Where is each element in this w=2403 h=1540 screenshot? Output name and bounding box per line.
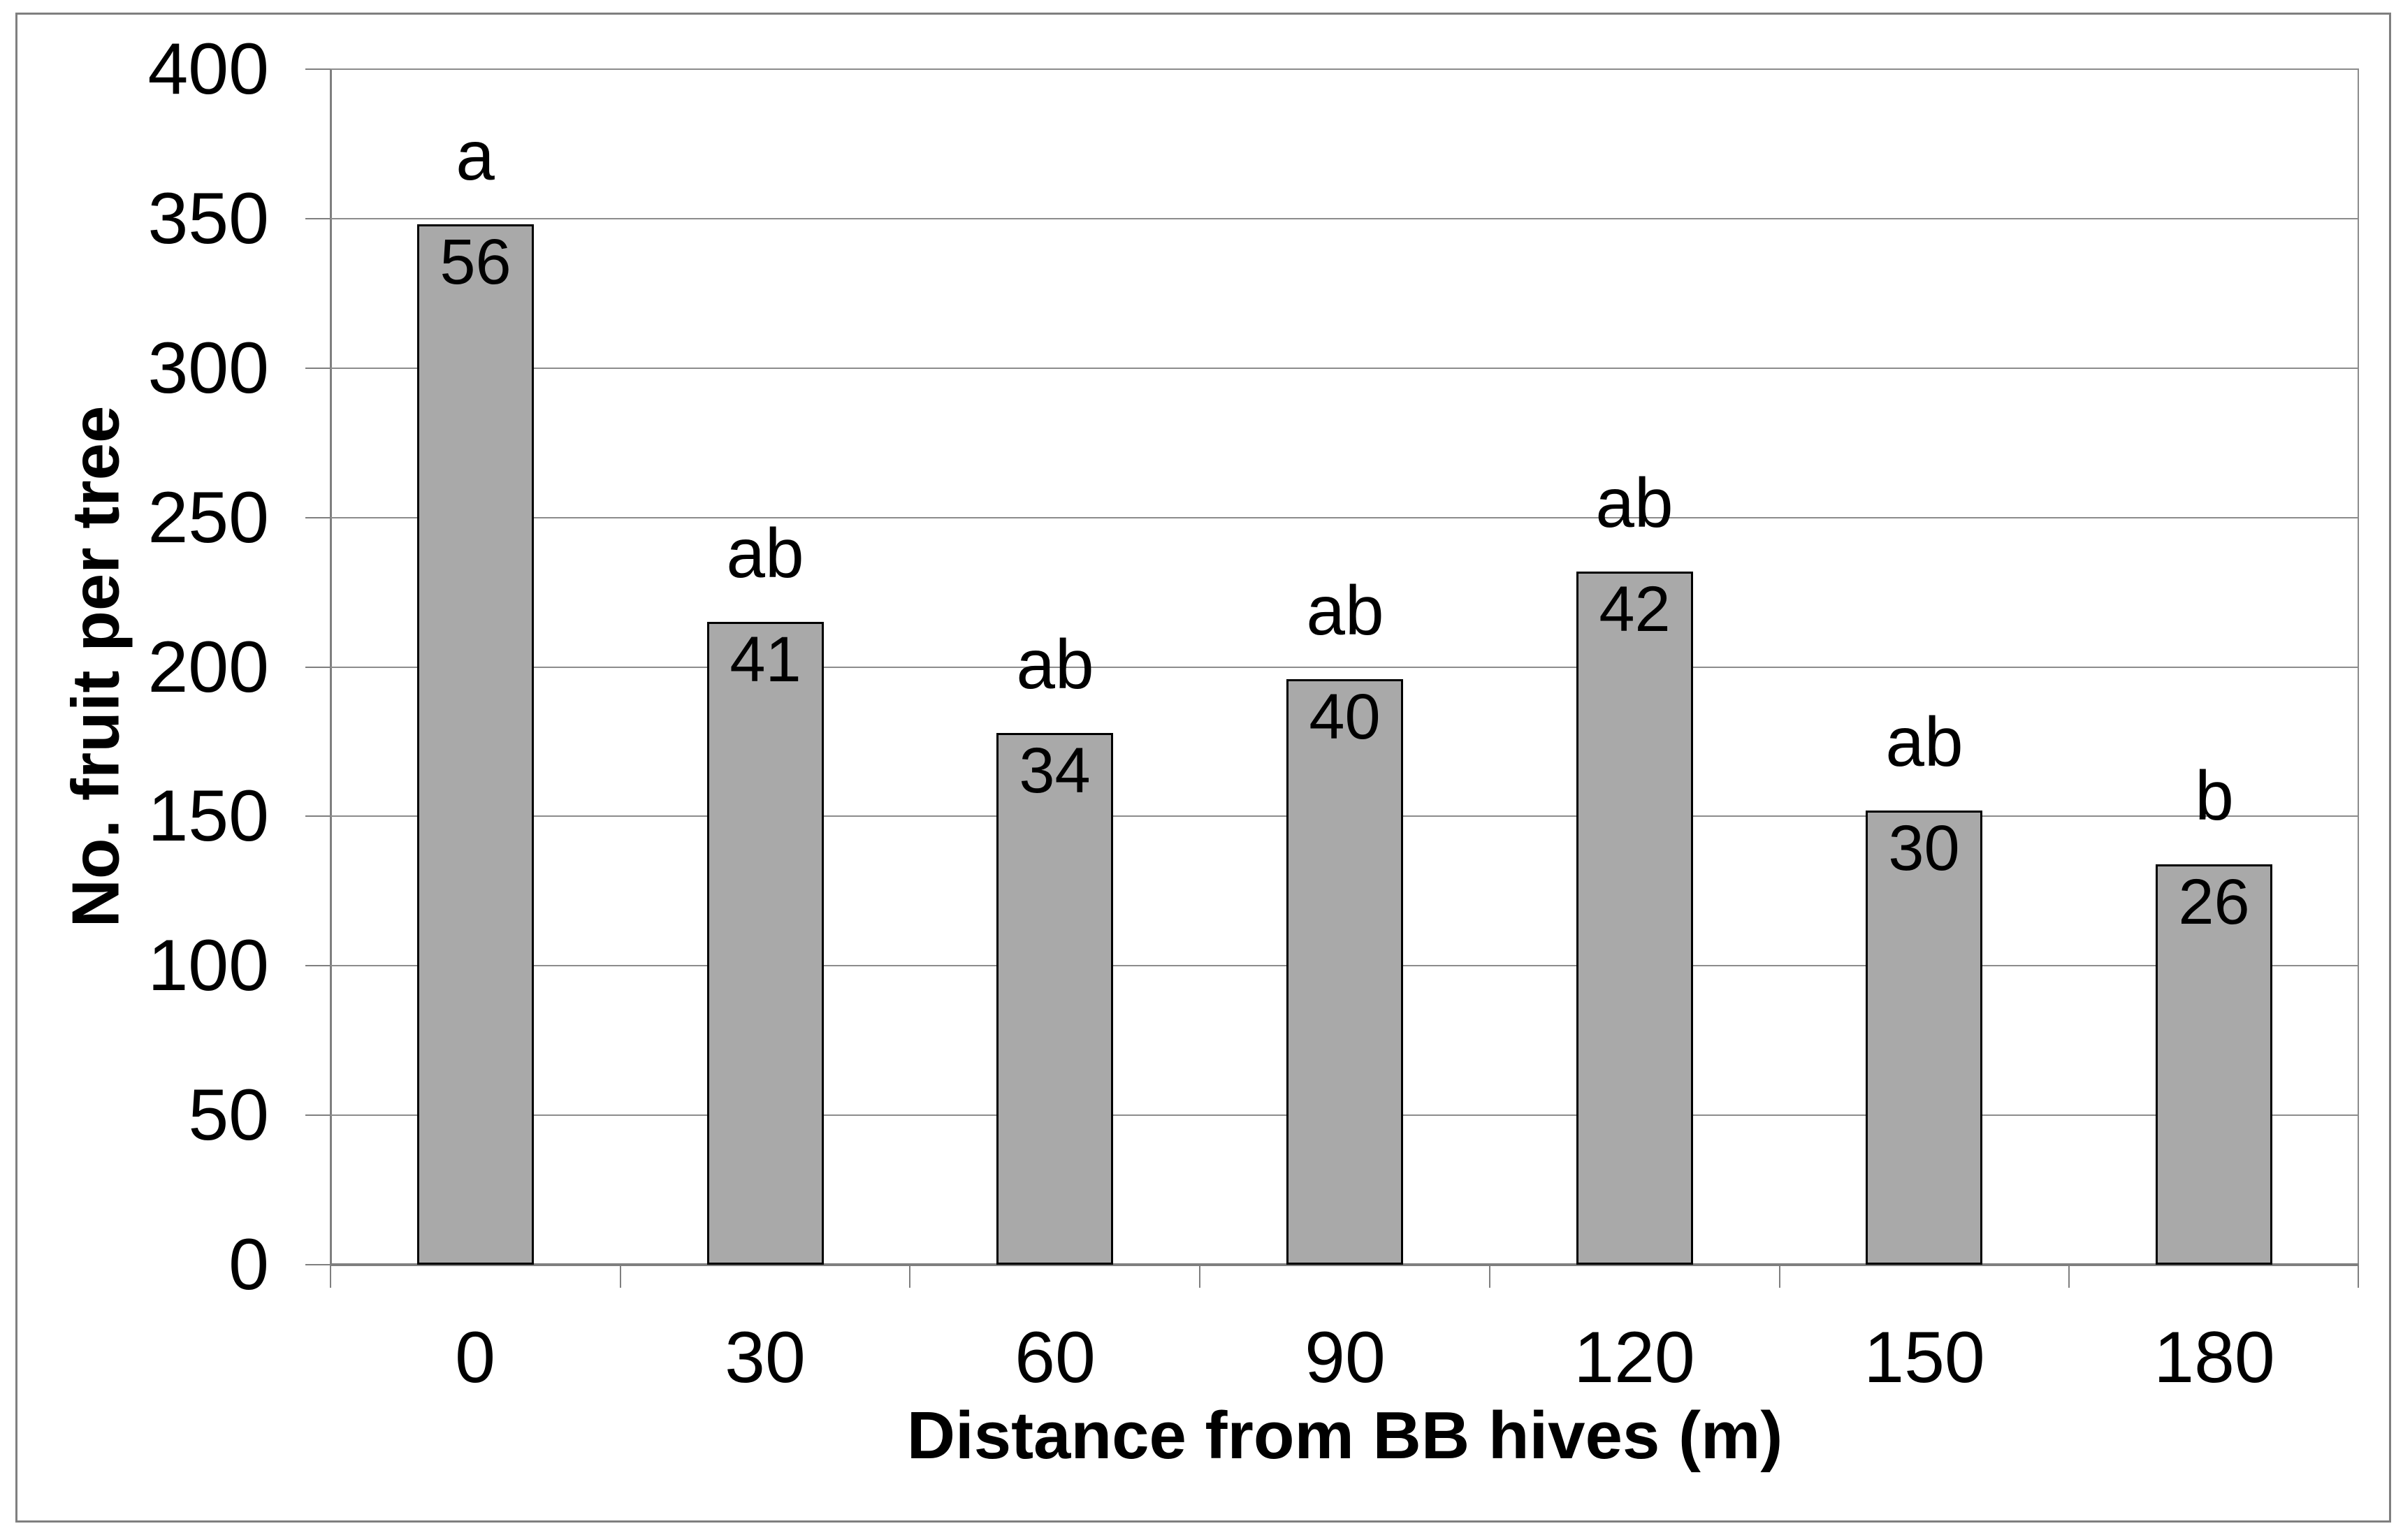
bar-distance-120: 42 xyxy=(1576,572,1693,1265)
x-axis-tick-mark xyxy=(330,1265,331,1288)
gridline-y-200 xyxy=(331,666,2359,668)
y-axis-tick-mark xyxy=(305,516,331,518)
x-tick-label: 0 xyxy=(455,1317,495,1398)
x-axis-title: Distance from BB hives (m) xyxy=(906,1398,1783,1473)
y-axis-tick-mark xyxy=(305,1264,331,1265)
bar-value-label: 42 xyxy=(1599,574,1671,645)
bar-distance-150: 30 xyxy=(1866,811,1982,1265)
bar-value-label: 40 xyxy=(1309,681,1381,753)
x-axis-tick-mark xyxy=(909,1265,911,1288)
bar-distance-0: 56 xyxy=(417,224,534,1265)
x-axis-tick-mark xyxy=(2358,1265,2359,1288)
y-axis-tick-mark xyxy=(305,68,331,70)
bar-distance-90: 40 xyxy=(1286,679,1403,1265)
x-tick-label: 30 xyxy=(725,1317,806,1398)
x-axis-tick-mark xyxy=(2068,1265,2070,1288)
x-axis-tick-mark xyxy=(619,1265,621,1288)
bar-value-label: 41 xyxy=(729,624,801,695)
y-axis-tick-mark xyxy=(305,367,331,369)
x-tick-label: 120 xyxy=(1574,1317,1695,1398)
bar-value-label: 56 xyxy=(440,226,511,298)
y-axis-tick-mark xyxy=(305,965,331,967)
significance-letter: ab xyxy=(1595,464,1674,542)
significance-letter: ab xyxy=(1885,703,1963,781)
y-tick-label: 300 xyxy=(147,327,269,409)
y-tick-label: 50 xyxy=(188,1075,269,1156)
y-tick-label: 100 xyxy=(147,925,269,1007)
gridline-y-250 xyxy=(331,516,2359,518)
x-axis-tick-mark xyxy=(1488,1265,1490,1288)
y-tick-label: 150 xyxy=(147,776,269,857)
significance-letter: b xyxy=(2195,757,2234,835)
y-tick-label: 400 xyxy=(147,29,269,110)
y-axis-tick-mark xyxy=(305,1114,331,1117)
x-axis-line xyxy=(331,1263,2359,1266)
bar-distance-30: 41 xyxy=(707,622,824,1265)
bar-value-label: 26 xyxy=(2178,866,2250,938)
significance-letter: a xyxy=(456,117,495,195)
bar-value-label: 34 xyxy=(1019,735,1091,806)
y-axis-tick-mark xyxy=(305,217,331,219)
gridline-y-350 xyxy=(331,217,2359,219)
bar-distance-60: 34 xyxy=(996,733,1113,1265)
y-tick-label: 0 xyxy=(228,1224,269,1305)
bar-value-label: 30 xyxy=(1888,813,1960,884)
y-tick-label: 200 xyxy=(147,626,269,708)
x-axis-tick-mark xyxy=(1778,1265,1780,1288)
y-axis-tick-labels: 0 50 100 150 200 250 300 350 400 xyxy=(24,29,269,1305)
plot-area: 56 a 0 41 ab 30 34 ab 60 40 ab 90 42 ab 120 30 ab 150 26 b 1… xyxy=(305,68,2359,1396)
y-axis-tick-mark xyxy=(305,815,331,818)
y-axis-tick-mark xyxy=(305,666,331,668)
y-tick-label: 250 xyxy=(147,477,269,558)
x-tick-label: 90 xyxy=(1305,1317,1386,1398)
significance-letter: ab xyxy=(1306,572,1384,650)
bar-distance-180: 26 xyxy=(2156,864,2272,1265)
x-tick-label: 60 xyxy=(1015,1317,1096,1398)
significance-letter: ab xyxy=(1016,625,1094,704)
y-tick-label: 350 xyxy=(147,177,269,259)
x-tick-label: 150 xyxy=(1864,1317,1985,1398)
gridline-y-300 xyxy=(331,367,2359,369)
gridline-y-400 xyxy=(331,68,2359,70)
chart-frame-border xyxy=(15,13,2391,1523)
significance-letter: ab xyxy=(726,514,804,593)
x-tick-label: 180 xyxy=(2154,1317,2275,1398)
x-axis-tick-mark xyxy=(1199,1265,1201,1288)
